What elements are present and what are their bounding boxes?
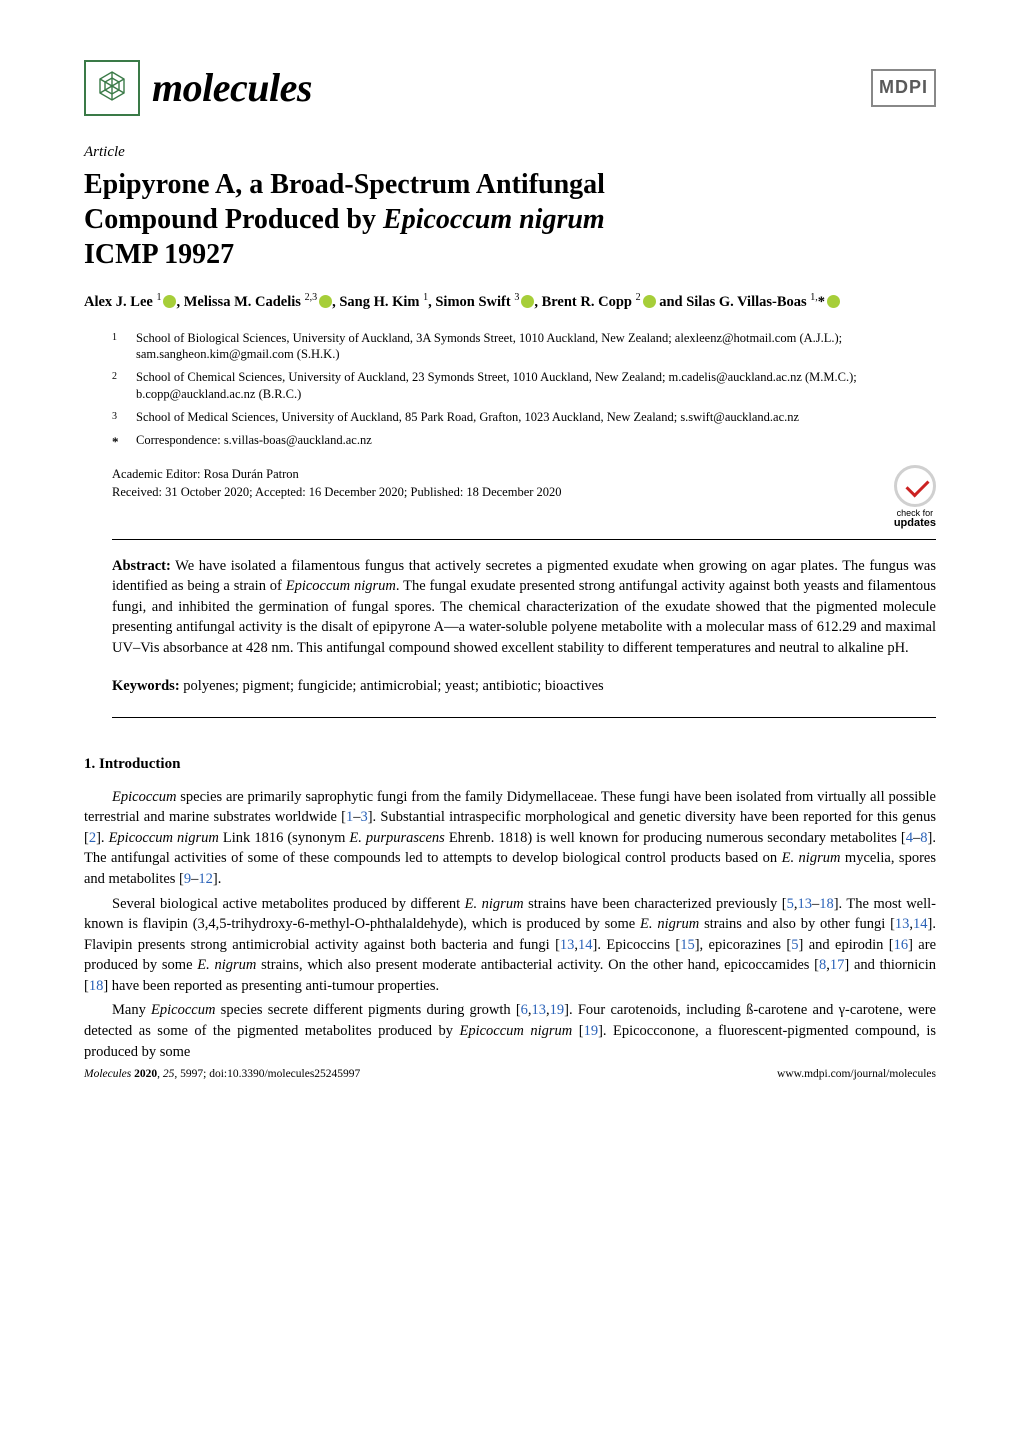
- body-paragraph: Several biological active metabolites pr…: [84, 894, 936, 997]
- check-updates-bottom: updates: [894, 517, 936, 529]
- body-paragraph: Many Epicoccum species secrete different…: [84, 1000, 936, 1062]
- affiliation-text: School of Biological Sciences, Universit…: [136, 330, 936, 364]
- journal-name: molecules: [152, 60, 312, 116]
- article-title: Epipyrone A, a Broad-Spectrum Antifungal…: [84, 167, 936, 272]
- abstract-text: We have isolated a filamentous fungus th…: [112, 558, 936, 656]
- check-for-updates-badge[interactable]: check for updates: [894, 465, 936, 529]
- authors-line: Alex J. Lee 1, Melissa M. Cadelis 2,3, S…: [84, 290, 936, 314]
- title-species: Epicoccum nigrum: [383, 204, 605, 235]
- affiliation-text: School of Chemical Sciences, University …: [136, 369, 936, 403]
- footer-issue: 25: [163, 1068, 175, 1080]
- affiliation-num: 3: [112, 409, 136, 426]
- affiliation-text: School of Medical Sciences, University o…: [136, 409, 936, 426]
- page-footer: Molecules 2020, 25, 5997; doi:10.3390/mo…: [84, 1066, 936, 1082]
- affiliation-text: Correspondence: s.villas-boas@auckland.a…: [136, 432, 936, 451]
- journal-logo-icon: [84, 60, 140, 116]
- section-heading: 1. Introduction: [84, 754, 936, 775]
- affiliation-row: * Correspondence: s.villas-boas@auckland…: [112, 432, 936, 451]
- check-updates-icon: [894, 465, 936, 507]
- affiliation-num: 2: [112, 369, 136, 403]
- footer-doi: doi:10.3390/molecules25245997: [209, 1068, 360, 1080]
- affiliation-row: 2 School of Chemical Sciences, Universit…: [112, 369, 936, 403]
- article-type: Article: [84, 142, 936, 163]
- publication-dates: Received: 31 October 2020; Accepted: 16 …: [112, 483, 562, 502]
- publisher-logo: MDPI: [871, 69, 936, 106]
- affiliation-row: 3 School of Medical Sciences, University…: [112, 409, 936, 426]
- academic-editor: Academic Editor: Rosa Durán Patron: [112, 465, 562, 484]
- keywords-label: Keywords:: [112, 678, 180, 694]
- affiliations: 1 School of Biological Sciences, Univers…: [112, 330, 936, 451]
- affiliation-num: *: [112, 432, 136, 451]
- meta-text: Academic Editor: Rosa Durán Patron Recei…: [112, 465, 562, 503]
- body-paragraph: Epicoccum species are primarily saprophy…: [84, 787, 936, 890]
- title-line-2-prefix: Compound Produced by: [84, 204, 383, 235]
- footer-year: 2020: [134, 1068, 157, 1080]
- footer-url[interactable]: www.mdpi.com/journal/molecules: [777, 1066, 936, 1082]
- keywords-text: polyenes; pigment; fungicide; antimicrob…: [183, 678, 603, 694]
- keywords: Keywords: polyenes; pigment; fungicide; …: [112, 676, 936, 717]
- footer-journal: Molecules: [84, 1068, 131, 1080]
- footer-page: 5997: [180, 1068, 203, 1080]
- footer-citation: Molecules 2020, 25, 5997; doi:10.3390/mo…: [84, 1066, 360, 1082]
- header-row: molecules MDPI: [84, 60, 936, 116]
- affiliation-row: 1 School of Biological Sciences, Univers…: [112, 330, 936, 364]
- title-line-1: Epipyrone A, a Broad-Spectrum Antifungal: [84, 169, 605, 200]
- meta-block: Academic Editor: Rosa Durán Patron Recei…: [112, 465, 936, 540]
- title-line-3: ICMP 19927: [84, 239, 234, 270]
- abstract-label: Abstract:: [112, 558, 171, 574]
- abstract: Abstract: We have isolated a filamentous…: [112, 556, 936, 659]
- affiliation-num: 1: [112, 330, 136, 364]
- check-updates-label: check for updates: [894, 509, 936, 529]
- journal-block: molecules: [84, 60, 312, 116]
